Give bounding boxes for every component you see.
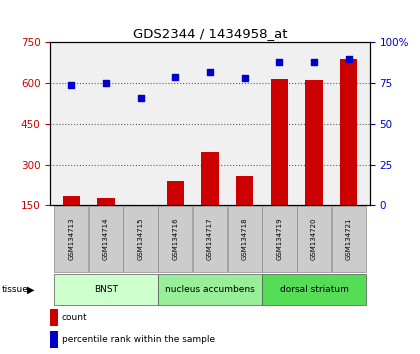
Bar — [332, 206, 366, 272]
Bar — [271, 79, 288, 205]
Title: GDS2344 / 1434958_at: GDS2344 / 1434958_at — [133, 27, 287, 40]
Text: GSM134719: GSM134719 — [276, 218, 282, 260]
Bar — [54, 274, 158, 304]
Text: GSM134718: GSM134718 — [241, 218, 248, 260]
Text: tissue: tissue — [2, 285, 29, 294]
Point — [311, 59, 318, 65]
Text: percentile rank within the sample: percentile rank within the sample — [62, 335, 215, 344]
Point — [172, 74, 178, 80]
Point — [207, 69, 213, 75]
Point — [68, 82, 75, 88]
Bar — [262, 206, 297, 272]
Text: nucleus accumbens: nucleus accumbens — [165, 285, 255, 294]
Text: ▶: ▶ — [27, 284, 35, 295]
Text: GSM134716: GSM134716 — [172, 218, 178, 260]
Bar — [50, 331, 58, 348]
Bar — [158, 274, 262, 304]
Bar — [228, 206, 262, 272]
Bar — [297, 206, 331, 272]
Bar — [50, 309, 58, 326]
Bar — [201, 152, 219, 205]
Point — [276, 59, 283, 65]
Bar — [167, 182, 184, 205]
Bar — [158, 206, 192, 272]
Point — [102, 80, 109, 86]
Bar — [54, 206, 88, 272]
Point — [241, 75, 248, 81]
Bar — [340, 59, 357, 205]
Text: count: count — [62, 313, 87, 322]
Text: GSM134721: GSM134721 — [346, 218, 352, 260]
Bar — [89, 206, 123, 272]
Bar — [262, 274, 366, 304]
Text: dorsal striatum: dorsal striatum — [280, 285, 349, 294]
Text: GSM134714: GSM134714 — [103, 218, 109, 260]
Text: GSM134713: GSM134713 — [68, 218, 74, 260]
Bar — [123, 206, 158, 272]
Bar — [236, 176, 253, 205]
Bar — [305, 80, 323, 205]
Text: GSM134715: GSM134715 — [138, 218, 144, 260]
Bar — [63, 196, 80, 205]
Text: GSM134720: GSM134720 — [311, 218, 317, 260]
Bar — [97, 198, 115, 205]
Bar — [193, 206, 227, 272]
Point — [137, 95, 144, 101]
Text: BNST: BNST — [94, 285, 118, 294]
Text: GSM134717: GSM134717 — [207, 218, 213, 260]
Point — [345, 56, 352, 62]
